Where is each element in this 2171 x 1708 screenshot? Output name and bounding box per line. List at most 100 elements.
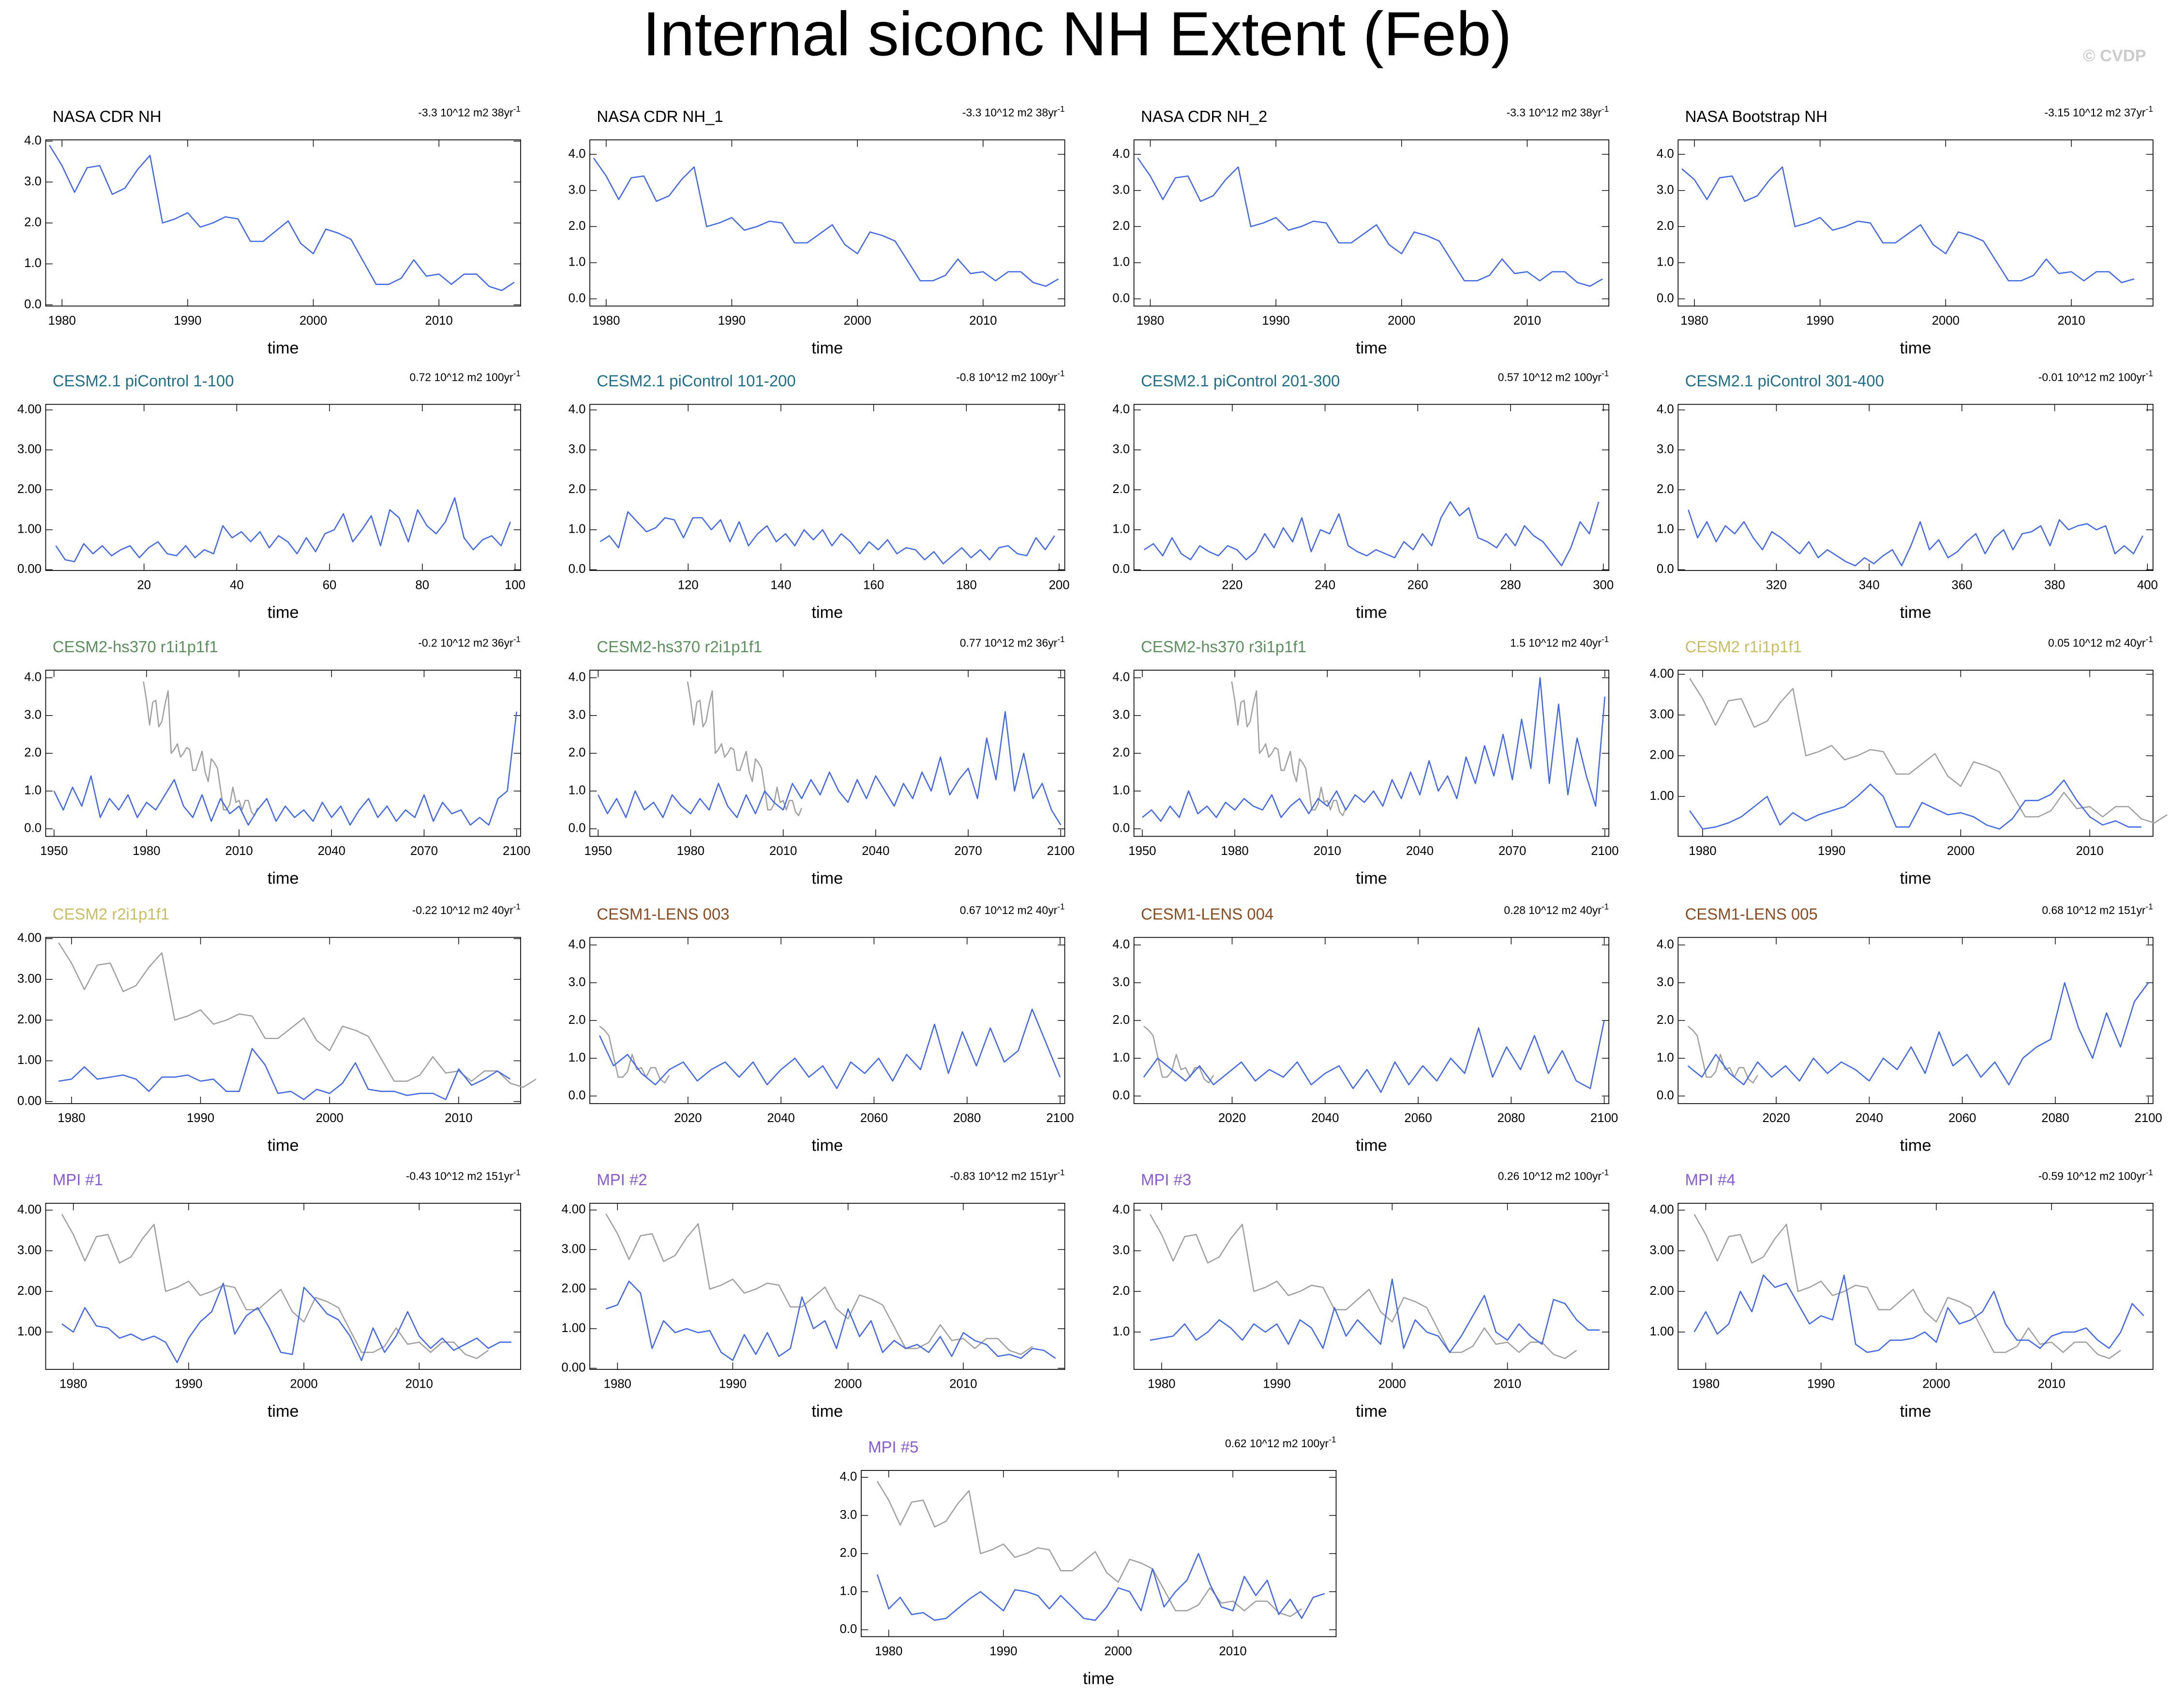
y-tick-label: 3.00 — [17, 443, 42, 456]
y-tick-label: 1.0 — [1112, 784, 1130, 797]
y-tick-label: 4.0 — [1112, 671, 1130, 684]
trend-value: 0.72 10^12 m2 100yr — [409, 371, 513, 383]
x-tick-label: 2020 — [674, 1111, 702, 1125]
y-tick-label: 4.0 — [24, 134, 42, 147]
series-line — [1693, 1214, 2121, 1359]
x-tick-label: 1990 — [1262, 314, 1289, 328]
y-tick-label: 1.0 — [1112, 1051, 1130, 1064]
x-tick-label: 1980 — [133, 844, 160, 858]
y-tick-label: 1.00 — [17, 1053, 42, 1067]
plot-frame — [589, 670, 1065, 837]
panel: NASA CDR NH -3.3 10^12 m2 38yr-1 0.0 1.0 2.0… — [24, 104, 521, 357]
x-tick-label: 40 — [230, 578, 244, 592]
panel-title: MPI #3 — [1141, 1171, 1191, 1189]
y-tick-label: 0.0 — [1112, 822, 1130, 835]
y-tick-label: 3.00 — [17, 972, 42, 986]
y-tick-label: 2.00 — [17, 1284, 42, 1298]
y-tick-label: 2.0 — [1657, 1013, 1674, 1027]
x-tick-label: 1980 — [592, 314, 620, 328]
y-tick-label: 0.0 — [24, 298, 42, 311]
series-line — [1693, 1274, 2144, 1353]
x-tick-label: 2010 — [969, 314, 997, 328]
trend-exponent: -1 — [1602, 1167, 1609, 1177]
trend-value: -0.59 10^12 m2 100yr — [2038, 1170, 2146, 1183]
y-tick-label: 2.0 — [569, 219, 586, 233]
x-axis-label: time — [1356, 869, 1387, 887]
x-tick-label: 2060 — [860, 1111, 888, 1125]
panel: CESM2.1 piControl 1-100 0.72 10^12 m2 100… — [17, 368, 525, 622]
trend-exponent: -1 — [1602, 634, 1609, 644]
x-tick-label: 2000 — [1388, 314, 1415, 328]
y-tick-label: 1.0 — [24, 256, 42, 270]
series-line — [605, 1214, 1033, 1355]
trend-value: -3.3 10^12 m2 38yr — [962, 106, 1058, 119]
series-line — [1689, 779, 2141, 830]
panel: CESM1-LENS 005 0.68 10^12 m2 151yr-1 0.0 1.… — [1657, 901, 2162, 1155]
y-tick-label: 0.0 — [1657, 1089, 1674, 1102]
trend-text: 0.62 10^12 m2 100yr-1 — [1225, 1435, 1336, 1450]
panel-title: CESM2.1 piControl 201-300 — [1141, 372, 1340, 390]
x-axis-label: time — [1356, 1402, 1387, 1421]
y-tick-label: 4.0 — [1112, 938, 1130, 951]
x-tick-label: 2000 — [299, 314, 327, 328]
trend-exponent: -1 — [1057, 104, 1064, 114]
trend-text: 0.26 10^12 m2 100yr-1 — [1498, 1167, 1609, 1182]
y-tick-label: 3.0 — [1112, 443, 1130, 456]
y-tick-label: 0.00 — [561, 1361, 585, 1375]
x-tick-label: 2000 — [1104, 1645, 1132, 1658]
y-tick-label: 0.0 — [1112, 291, 1130, 305]
series-line — [1150, 1278, 1600, 1353]
trend-value: 0.67 10^12 m2 40yr — [960, 904, 1058, 916]
y-tick-label: 3.00 — [1650, 708, 1674, 721]
plot-frame — [1677, 139, 2154, 307]
y-tick-label: 0.0 — [840, 1622, 857, 1636]
y-tick-label: 2.0 — [1112, 219, 1130, 233]
series-line — [1143, 1025, 1214, 1084]
y-tick-label: 3.0 — [1657, 183, 1674, 196]
x-tick-label: 2060 — [1404, 1111, 1432, 1125]
y-tick-label: 2.00 — [1650, 749, 1674, 762]
y-tick-label: 0.0 — [1112, 562, 1130, 576]
y-tick-label: 3.0 — [1112, 708, 1130, 722]
x-tick-label: 2020 — [1762, 1111, 1790, 1125]
plot-frame — [1133, 670, 1610, 837]
x-axis-label: time — [1900, 603, 1931, 622]
y-tick-label: 1.00 — [561, 1321, 585, 1335]
x-tick-label: 1950 — [40, 844, 68, 858]
x-tick-label: 2010 — [2076, 844, 2103, 858]
series-line — [61, 1214, 489, 1359]
x-tick-label: 1990 — [187, 1111, 214, 1125]
x-tick-label: 1980 — [875, 1645, 902, 1658]
plot-frame — [1677, 404, 2154, 571]
trend-exponent: -1 — [1057, 368, 1064, 378]
x-tick-label: 2010 — [405, 1378, 433, 1391]
y-tick-label: 3.0 — [840, 1508, 857, 1522]
panel: CESM2-hs370 r2i1p1f1 0.77 10^12 m2 36yr-1… — [569, 634, 1075, 888]
y-tick-label: 4.00 — [1650, 1203, 1674, 1216]
y-tick-label: 2.0 — [840, 1546, 857, 1560]
x-tick-label: 1950 — [1128, 844, 1156, 858]
y-tick-label: 4.0 — [1112, 403, 1130, 416]
x-tick-label: 2010 — [1219, 1645, 1246, 1658]
x-tick-label: 20 — [137, 578, 151, 592]
trend-value: -0.01 10^12 m2 100yr — [2038, 371, 2146, 383]
panel-title: NASA CDR NH_1 — [597, 107, 723, 125]
trend-text: -0.01 10^12 m2 100yr-1 — [2038, 368, 2153, 383]
x-tick-label: 2010 — [2038, 1378, 2066, 1391]
x-tick-label: 340 — [1859, 578, 1880, 592]
x-tick-label: 100 — [505, 578, 525, 592]
trend-value: -0.8 10^12 m2 100yr — [956, 371, 1057, 383]
series-line — [593, 157, 1059, 287]
y-tick-label: 0.0 — [569, 822, 586, 835]
trend-exponent: -1 — [513, 901, 521, 911]
x-tick-label: 1980 — [1148, 1378, 1175, 1391]
plot-frame — [589, 404, 1065, 571]
series-line — [1137, 157, 1603, 287]
trend-exponent: -1 — [1329, 1435, 1336, 1444]
panel: MPI #4 -0.59 10^12 m2 100yr-1 1.00 2.00 3.00… — [1650, 1167, 2154, 1421]
trend-text: -0.8 10^12 m2 100yr-1 — [956, 368, 1064, 383]
trend-text: 0.77 10^12 m2 36yr-1 — [960, 634, 1065, 649]
series-line — [49, 145, 515, 291]
trend-exponent: -1 — [2146, 368, 2153, 378]
panel: CESM2.1 piControl 101-200 -0.8 10^12 m2 1… — [569, 368, 1070, 622]
